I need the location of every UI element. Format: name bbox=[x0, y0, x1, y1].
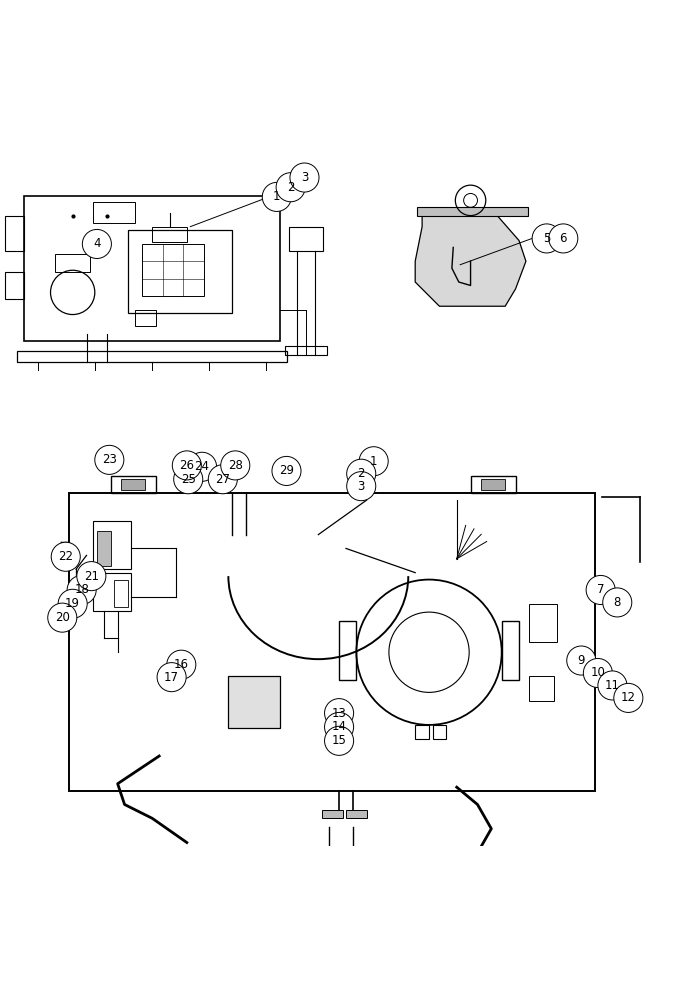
Circle shape bbox=[58, 589, 87, 618]
Circle shape bbox=[208, 465, 237, 494]
Text: 29: 29 bbox=[279, 464, 294, 477]
Circle shape bbox=[549, 224, 578, 253]
Text: 15: 15 bbox=[331, 734, 347, 747]
Circle shape bbox=[51, 542, 80, 571]
Bar bbox=[17, 351, 287, 362]
Text: 27: 27 bbox=[215, 473, 230, 486]
Text: 19: 19 bbox=[65, 597, 80, 610]
Bar bbox=[339, 621, 356, 680]
Bar bbox=[93, 202, 135, 223]
Circle shape bbox=[82, 229, 111, 258]
Bar bbox=[128, 230, 232, 313]
Text: 25: 25 bbox=[181, 473, 196, 486]
Bar bbox=[142, 244, 204, 296]
Text: 3: 3 bbox=[301, 171, 308, 184]
Bar bbox=[415, 725, 429, 739]
Circle shape bbox=[48, 603, 77, 632]
Circle shape bbox=[532, 224, 561, 253]
Circle shape bbox=[325, 712, 354, 742]
Bar bbox=[471, 476, 516, 493]
Text: 20: 20 bbox=[55, 611, 70, 624]
Circle shape bbox=[174, 465, 203, 494]
Circle shape bbox=[67, 575, 96, 604]
Text: 10: 10 bbox=[590, 666, 606, 680]
Circle shape bbox=[567, 646, 596, 675]
Bar bbox=[135, 310, 156, 326]
Text: 18: 18 bbox=[74, 583, 89, 596]
Circle shape bbox=[583, 658, 612, 688]
Bar bbox=[228, 676, 280, 728]
Text: 28: 28 bbox=[228, 459, 243, 472]
Text: 5: 5 bbox=[543, 232, 550, 245]
Bar bbox=[73, 583, 78, 614]
Text: 16: 16 bbox=[174, 658, 189, 671]
Circle shape bbox=[347, 472, 376, 501]
Bar bbox=[285, 346, 327, 355]
Bar bbox=[24, 196, 280, 341]
Text: 26: 26 bbox=[179, 459, 194, 472]
Circle shape bbox=[188, 452, 217, 481]
Bar bbox=[502, 621, 519, 680]
Circle shape bbox=[603, 588, 632, 617]
Text: 2: 2 bbox=[287, 181, 294, 194]
Bar bbox=[529, 604, 557, 642]
Circle shape bbox=[77, 562, 106, 591]
Bar bbox=[55, 254, 90, 272]
Text: 1: 1 bbox=[370, 455, 377, 468]
Bar bbox=[5, 216, 24, 251]
Bar bbox=[69, 493, 595, 791]
Circle shape bbox=[325, 699, 354, 728]
Text: 8: 8 bbox=[614, 596, 621, 609]
Text: 1: 1 bbox=[273, 190, 280, 203]
Text: 13: 13 bbox=[331, 707, 347, 720]
Bar bbox=[417, 207, 528, 216]
Circle shape bbox=[325, 726, 354, 755]
Bar bbox=[97, 531, 111, 566]
Bar bbox=[529, 676, 554, 701]
Circle shape bbox=[262, 182, 291, 211]
Text: 11: 11 bbox=[605, 679, 620, 692]
Bar bbox=[5, 272, 24, 299]
Bar bbox=[152, 227, 187, 242]
Circle shape bbox=[598, 671, 627, 700]
Text: 17: 17 bbox=[164, 671, 179, 684]
Bar bbox=[432, 725, 446, 739]
Bar bbox=[93, 521, 131, 569]
Text: 23: 23 bbox=[102, 453, 117, 466]
Bar bbox=[481, 479, 505, 490]
Circle shape bbox=[172, 451, 201, 480]
Circle shape bbox=[359, 447, 388, 476]
Text: 24: 24 bbox=[194, 460, 210, 473]
Circle shape bbox=[347, 459, 376, 488]
Bar bbox=[346, 810, 367, 818]
Text: 22: 22 bbox=[58, 550, 73, 563]
Circle shape bbox=[157, 663, 186, 692]
Bar bbox=[289, 227, 323, 251]
Circle shape bbox=[614, 683, 643, 712]
Text: 12: 12 bbox=[621, 691, 636, 704]
Circle shape bbox=[272, 456, 301, 485]
Circle shape bbox=[221, 451, 250, 480]
Circle shape bbox=[95, 445, 124, 474]
Text: 6: 6 bbox=[560, 232, 567, 245]
Text: 7: 7 bbox=[597, 583, 604, 596]
Circle shape bbox=[276, 173, 305, 202]
Bar bbox=[111, 476, 156, 493]
Text: 3: 3 bbox=[358, 480, 365, 493]
Circle shape bbox=[586, 575, 615, 604]
Circle shape bbox=[167, 650, 196, 679]
Bar bbox=[322, 810, 343, 818]
Circle shape bbox=[290, 163, 319, 192]
Text: 14: 14 bbox=[331, 720, 347, 733]
Bar bbox=[114, 580, 128, 607]
Bar bbox=[121, 479, 145, 490]
Text: 9: 9 bbox=[578, 654, 585, 667]
Text: 4: 4 bbox=[93, 237, 100, 250]
Polygon shape bbox=[415, 213, 526, 306]
Bar bbox=[93, 573, 131, 611]
Text: 2: 2 bbox=[358, 467, 365, 480]
Text: 21: 21 bbox=[84, 570, 99, 583]
